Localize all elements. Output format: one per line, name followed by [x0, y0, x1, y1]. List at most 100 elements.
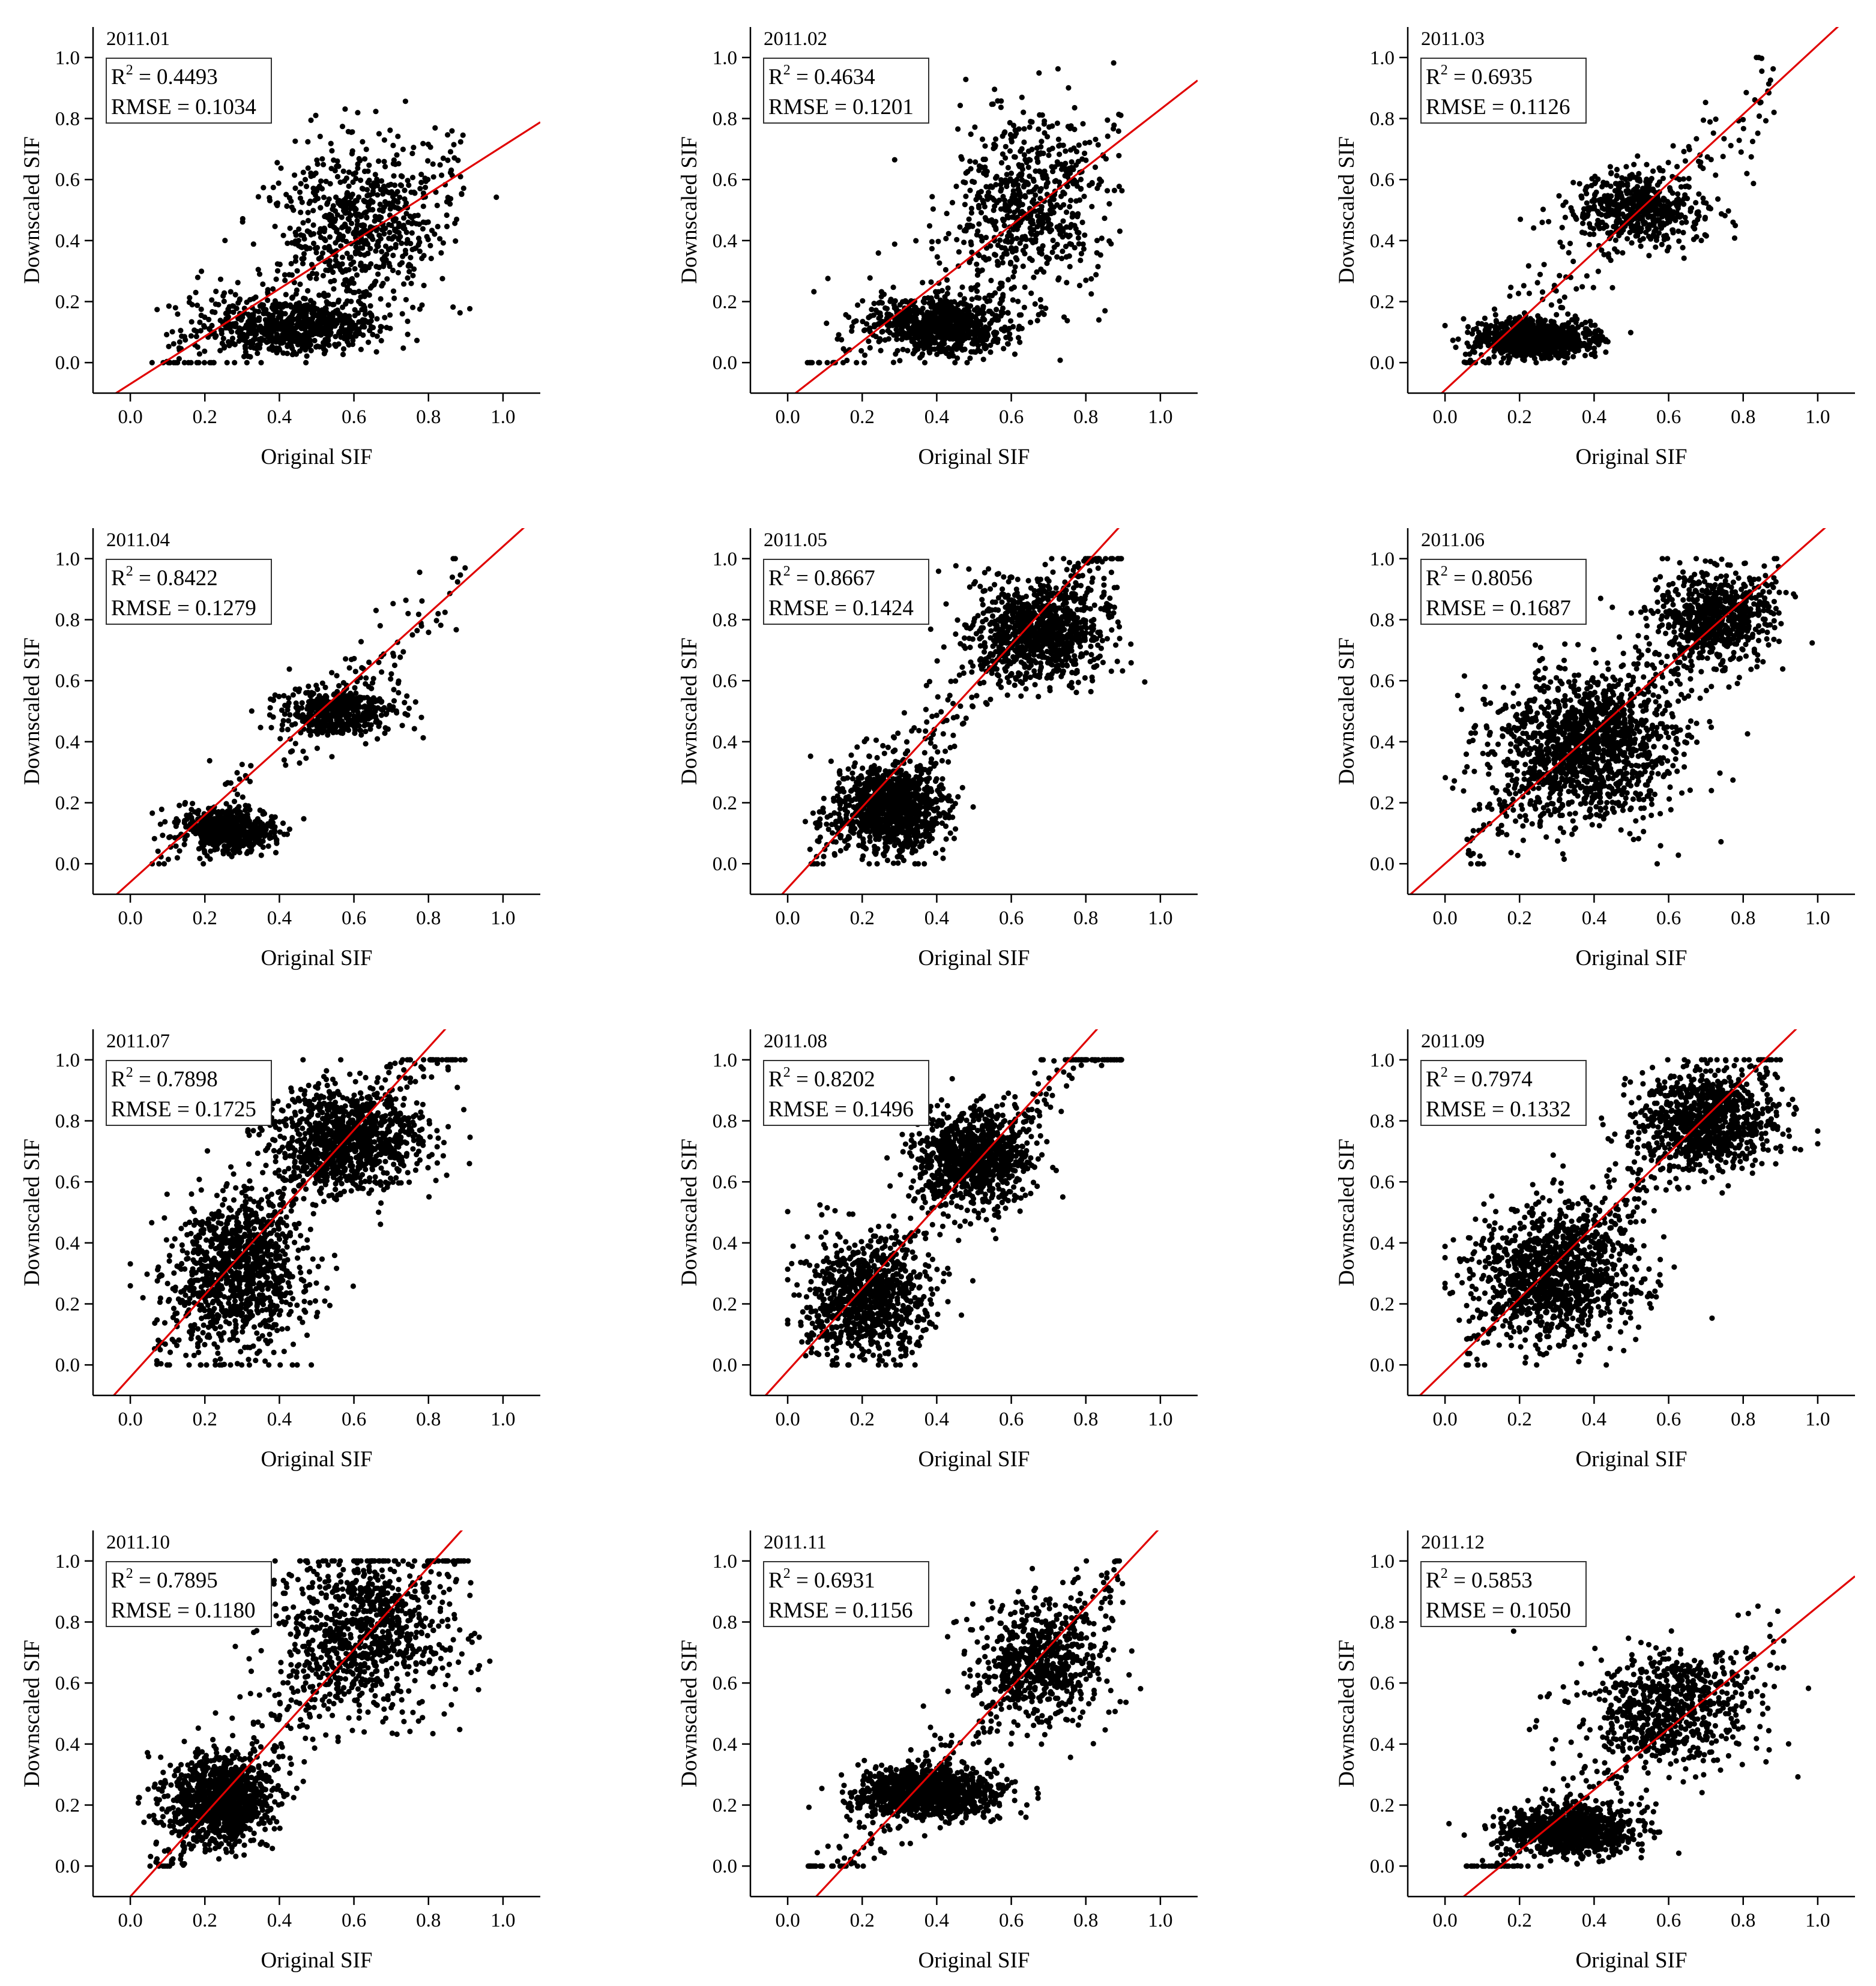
data-point — [1573, 286, 1579, 292]
data-point — [1755, 130, 1761, 136]
data-point — [1003, 202, 1009, 209]
data-point — [949, 200, 956, 206]
data-point — [873, 334, 879, 340]
r-squared-superscript: 2 — [783, 62, 791, 78]
data-point — [1526, 290, 1532, 296]
data-point — [1012, 178, 1018, 184]
data-point — [310, 231, 317, 237]
data-point — [384, 251, 390, 257]
data-point — [391, 157, 397, 163]
data-point — [928, 279, 934, 285]
data-point — [265, 334, 271, 340]
data-point — [1060, 142, 1066, 148]
data-point — [998, 186, 1004, 192]
data-point — [437, 236, 443, 242]
data-point — [352, 266, 358, 272]
data-point — [968, 166, 974, 172]
data-point — [1052, 164, 1058, 170]
data-point — [287, 302, 294, 308]
data-point — [1007, 176, 1013, 182]
x-tick-label: 0.6 — [342, 406, 366, 428]
data-point — [1045, 134, 1051, 140]
data-point — [1538, 328, 1544, 334]
data-point — [977, 348, 983, 355]
data-point — [1072, 104, 1078, 111]
data-point — [1037, 296, 1043, 302]
data-point — [1639, 200, 1645, 206]
data-point — [861, 360, 867, 366]
data-point — [1039, 310, 1045, 316]
data-point — [1049, 249, 1055, 255]
data-point — [321, 290, 327, 296]
data-point — [1016, 312, 1022, 318]
data-point — [1590, 284, 1596, 290]
data-point — [1651, 222, 1657, 228]
data-point — [1515, 335, 1521, 341]
data-point — [368, 313, 375, 319]
data-point — [303, 346, 309, 352]
data-point — [1008, 170, 1015, 176]
data-point — [1615, 184, 1621, 190]
data-point — [293, 325, 300, 331]
data-point — [303, 184, 310, 190]
data-point — [1034, 317, 1040, 323]
data-point — [178, 328, 184, 334]
data-point — [328, 278, 334, 284]
data-point — [1593, 179, 1599, 185]
data-point — [425, 141, 432, 148]
data-point — [1570, 179, 1576, 185]
data-point — [948, 336, 954, 342]
data-point — [952, 299, 958, 305]
data-point — [173, 360, 179, 366]
data-point — [265, 297, 271, 303]
data-point — [363, 675, 369, 681]
data-point — [911, 316, 917, 322]
data-point — [1670, 230, 1676, 236]
data-point — [377, 201, 383, 208]
data-point — [337, 314, 343, 320]
data-point — [340, 346, 347, 352]
y-axis-label: Downscaled SIF — [1335, 136, 1359, 284]
data-point — [1041, 269, 1047, 275]
data-point — [1040, 225, 1046, 231]
data-point — [343, 301, 349, 307]
data-point — [1095, 263, 1101, 269]
data-point — [894, 322, 900, 329]
data-point — [300, 169, 306, 175]
data-point — [963, 170, 969, 176]
data-point — [918, 333, 924, 339]
data-point — [298, 232, 304, 238]
data-point — [362, 307, 368, 314]
data-point — [388, 202, 394, 208]
data-point — [995, 337, 1001, 343]
data-point — [194, 360, 200, 366]
data-point — [284, 351, 291, 357]
data-point — [224, 360, 230, 366]
data-point — [198, 312, 204, 319]
x-tick-label: 0.6 — [999, 406, 1024, 428]
data-point — [364, 187, 370, 193]
data-point — [1028, 118, 1034, 125]
data-point — [851, 319, 857, 325]
data-point — [980, 197, 986, 203]
data-point — [1094, 250, 1100, 256]
data-point — [1511, 352, 1518, 358]
data-point — [314, 245, 321, 251]
data-point — [390, 252, 396, 259]
data-point — [1507, 293, 1513, 299]
data-point — [1499, 321, 1506, 327]
data-point — [1096, 317, 1102, 323]
points-layer — [149, 98, 499, 366]
data-point — [958, 154, 964, 160]
data-point — [318, 234, 324, 240]
data-point — [195, 302, 201, 308]
data-point — [992, 333, 998, 339]
data-point — [373, 607, 379, 613]
data-point — [872, 322, 878, 328]
data-point — [1530, 322, 1536, 328]
data-point — [312, 337, 318, 344]
data-point — [1558, 346, 1564, 352]
data-point — [1581, 206, 1587, 212]
data-point — [283, 292, 289, 298]
